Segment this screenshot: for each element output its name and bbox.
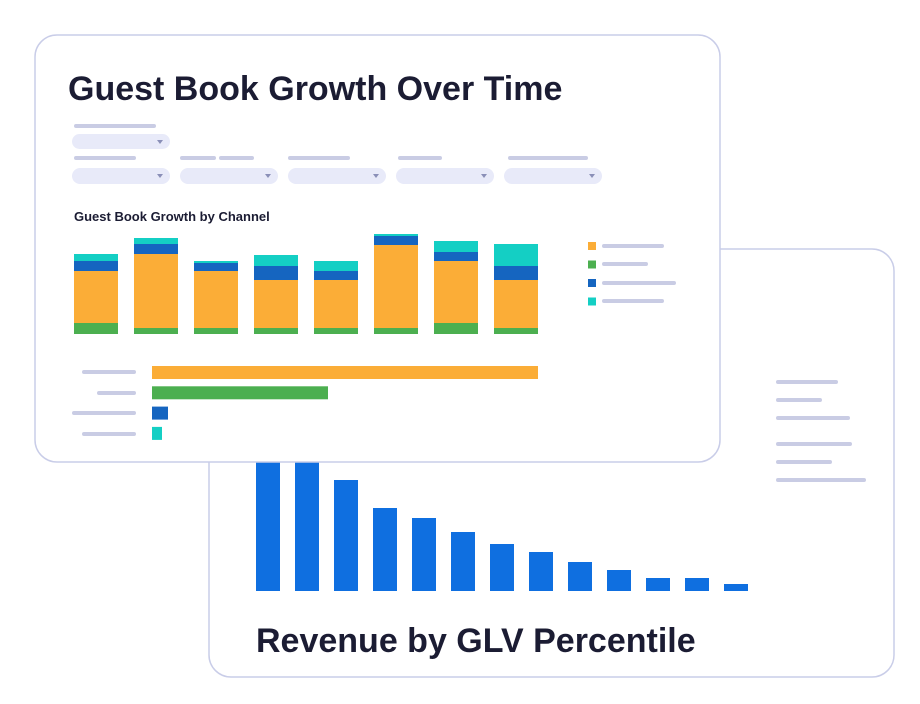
chart-title: Guest Book Growth by Channel [74, 209, 270, 224]
stacked-segment [314, 280, 358, 328]
bar [334, 480, 358, 591]
bar [373, 508, 397, 591]
stacked-segment [74, 254, 118, 261]
stacked-segment [314, 271, 358, 280]
legend-lines [602, 244, 676, 303]
stacked-segment [194, 271, 238, 328]
stacked-segment [494, 328, 538, 334]
legend-swatch [588, 297, 596, 306]
stacked-segment [434, 261, 478, 323]
bar [295, 441, 319, 591]
bar [607, 570, 631, 591]
stacked-segment [314, 261, 358, 271]
stacked-segment [434, 252, 478, 261]
stacked-segment [314, 328, 358, 334]
placeholder-lines [776, 380, 866, 482]
front-card: Guest Book Growth Over Time Guest Book G… [34, 34, 721, 463]
filters [72, 124, 602, 184]
bar [490, 544, 514, 591]
stacked-segment [254, 255, 298, 266]
stacked-segment [194, 261, 238, 263]
hbar [152, 366, 538, 379]
stacked-segment [134, 244, 178, 254]
hbar-labels [72, 370, 136, 436]
stacked-segment [374, 234, 418, 236]
stacked-segment [134, 328, 178, 334]
stacked-segment [134, 254, 178, 328]
stacked-segment [254, 280, 298, 328]
legend-swatch [588, 242, 596, 250]
stacked-segment [254, 328, 298, 334]
stacked-segment [494, 266, 538, 280]
bar [529, 552, 553, 591]
hbar [152, 406, 168, 420]
bar [685, 578, 709, 591]
bar [451, 532, 475, 591]
front-title: Guest Book Growth Over Time [68, 70, 562, 108]
stacked-segment [374, 328, 418, 334]
bar [724, 584, 748, 591]
legend-swatch [588, 260, 596, 269]
stacked-segment [74, 323, 118, 334]
stacked-segment [434, 241, 478, 252]
stacked-segment [134, 238, 178, 244]
legend-swatch [588, 279, 596, 287]
stacked-segment [374, 245, 418, 328]
stacked-segment [494, 244, 538, 266]
bar [646, 578, 670, 591]
stacked-segment [494, 280, 538, 328]
stacked-segment [74, 271, 118, 323]
hbar [152, 426, 162, 440]
bar [412, 518, 436, 591]
stacked-segment [194, 328, 238, 334]
stacked-segment [374, 236, 418, 245]
back-title: Revenue by GLV Percentile [256, 622, 696, 660]
stacked-segment [74, 261, 118, 271]
stacked-segment [254, 266, 298, 280]
hbar [152, 386, 328, 400]
stacked-segment [434, 323, 478, 334]
bar [568, 562, 592, 591]
stacked-segment [194, 263, 238, 271]
